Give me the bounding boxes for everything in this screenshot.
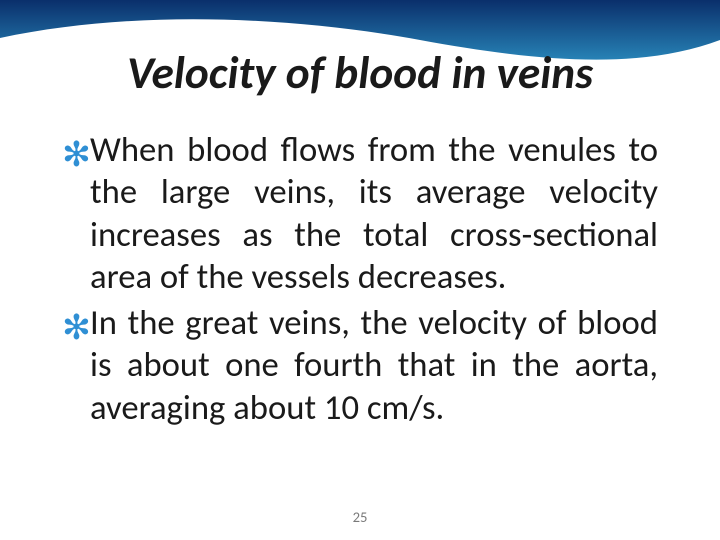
bullet-marker-icon: ✻ [62, 129, 90, 177]
slide-title: Velocity of blood in veins [0, 0, 720, 101]
slide: Velocity of blood in veins ✻ When blood … [0, 0, 720, 540]
bullet-text: When blood flows from the venules to the… [90, 129, 658, 298]
bullet-item: ✻ In the great veins, the velocity of bl… [62, 302, 658, 429]
bullet-item: ✻ When blood flows from the venules to t… [62, 129, 658, 298]
bullet-text: In the great veins, the velocity of bloo… [90, 302, 658, 429]
slide-body: ✻ When blood flows from the venules to t… [0, 101, 720, 429]
bullet-marker-icon: ✻ [62, 302, 90, 350]
page-number: 25 [0, 508, 720, 526]
